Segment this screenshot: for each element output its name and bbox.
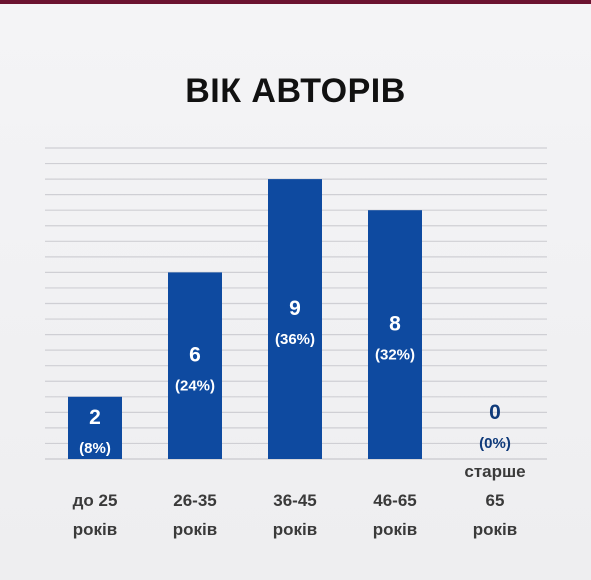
- x-tick-label-line: років: [472, 520, 518, 539]
- bar-value-label-4: 0: [489, 401, 501, 424]
- bar-percent-label-1: (24%): [175, 378, 215, 395]
- bar-1: [168, 272, 222, 459]
- x-tick-label-1: 26-35 років: [140, 486, 250, 544]
- x-tick-label-line: 26-35: [173, 491, 217, 510]
- x-tick-label-line: років: [372, 520, 418, 539]
- x-tick-label-line: старше: [464, 462, 526, 481]
- x-tick-label-line: 36-45: [273, 491, 317, 510]
- top-accent-strip: [0, 0, 591, 4]
- x-tick-label-2: 36-45 років: [240, 486, 350, 544]
- x-tick-label-line: до 25: [72, 491, 118, 510]
- bar-2: [268, 179, 322, 459]
- bar-percent-label-2: (36%): [275, 331, 315, 348]
- x-tick-label-line: 65: [485, 491, 505, 510]
- bar-value-label-3: 8: [389, 313, 401, 336]
- bar-3: [368, 210, 422, 459]
- x-tick-label-line: років: [272, 520, 318, 539]
- chart-title: ВІК АВТОРІВ: [185, 72, 406, 110]
- bar-value-label-1: 6: [189, 344, 201, 367]
- bar-percent-label-0: (8%): [79, 440, 111, 457]
- x-tick-label-3: 46-65 років: [340, 486, 450, 544]
- bar-value-label-2: 9: [289, 297, 301, 320]
- bar-percent-label-4: (0%): [479, 435, 511, 452]
- x-tick-label-line: 46-65: [373, 491, 417, 510]
- bar-0: [68, 396, 122, 459]
- x-tick-label-0: до 25 років: [40, 486, 150, 544]
- x-tick-label-4: старше 65 років: [440, 457, 550, 544]
- x-tick-label-line: років: [172, 520, 218, 539]
- x-tick-label-line: років: [72, 520, 118, 539]
- bar-percent-label-3: (32%): [375, 347, 415, 364]
- bar-value-label-0: 2: [89, 406, 101, 429]
